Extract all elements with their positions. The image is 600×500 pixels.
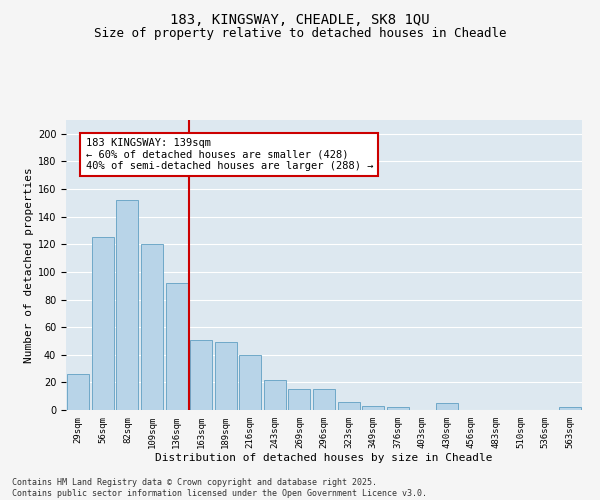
Text: Contains HM Land Registry data © Crown copyright and database right 2025.
Contai: Contains HM Land Registry data © Crown c…: [12, 478, 427, 498]
Bar: [313, 390, 335, 410]
Text: Size of property relative to detached houses in Cheadle: Size of property relative to detached ho…: [94, 28, 506, 40]
Text: 183, KINGSWAY, CHEADLE, SK8 1QU: 183, KINGSWAY, CHEADLE, SK8 1QU: [170, 12, 430, 26]
Bar: [436, 403, 458, 410]
Bar: [141, 244, 163, 410]
Bar: [338, 402, 359, 410]
Bar: [289, 390, 310, 410]
Bar: [362, 406, 384, 410]
Bar: [116, 200, 139, 410]
Bar: [166, 283, 188, 410]
Bar: [239, 355, 262, 410]
Text: 183 KINGSWAY: 139sqm
← 60% of detached houses are smaller (428)
40% of semi-deta: 183 KINGSWAY: 139sqm ← 60% of detached h…: [86, 138, 373, 171]
Bar: [264, 380, 286, 410]
Bar: [190, 340, 212, 410]
Bar: [67, 374, 89, 410]
Y-axis label: Number of detached properties: Number of detached properties: [23, 167, 34, 363]
Bar: [92, 238, 114, 410]
X-axis label: Distribution of detached houses by size in Cheadle: Distribution of detached houses by size …: [155, 452, 493, 462]
Bar: [559, 407, 581, 410]
Bar: [215, 342, 237, 410]
Bar: [386, 407, 409, 410]
